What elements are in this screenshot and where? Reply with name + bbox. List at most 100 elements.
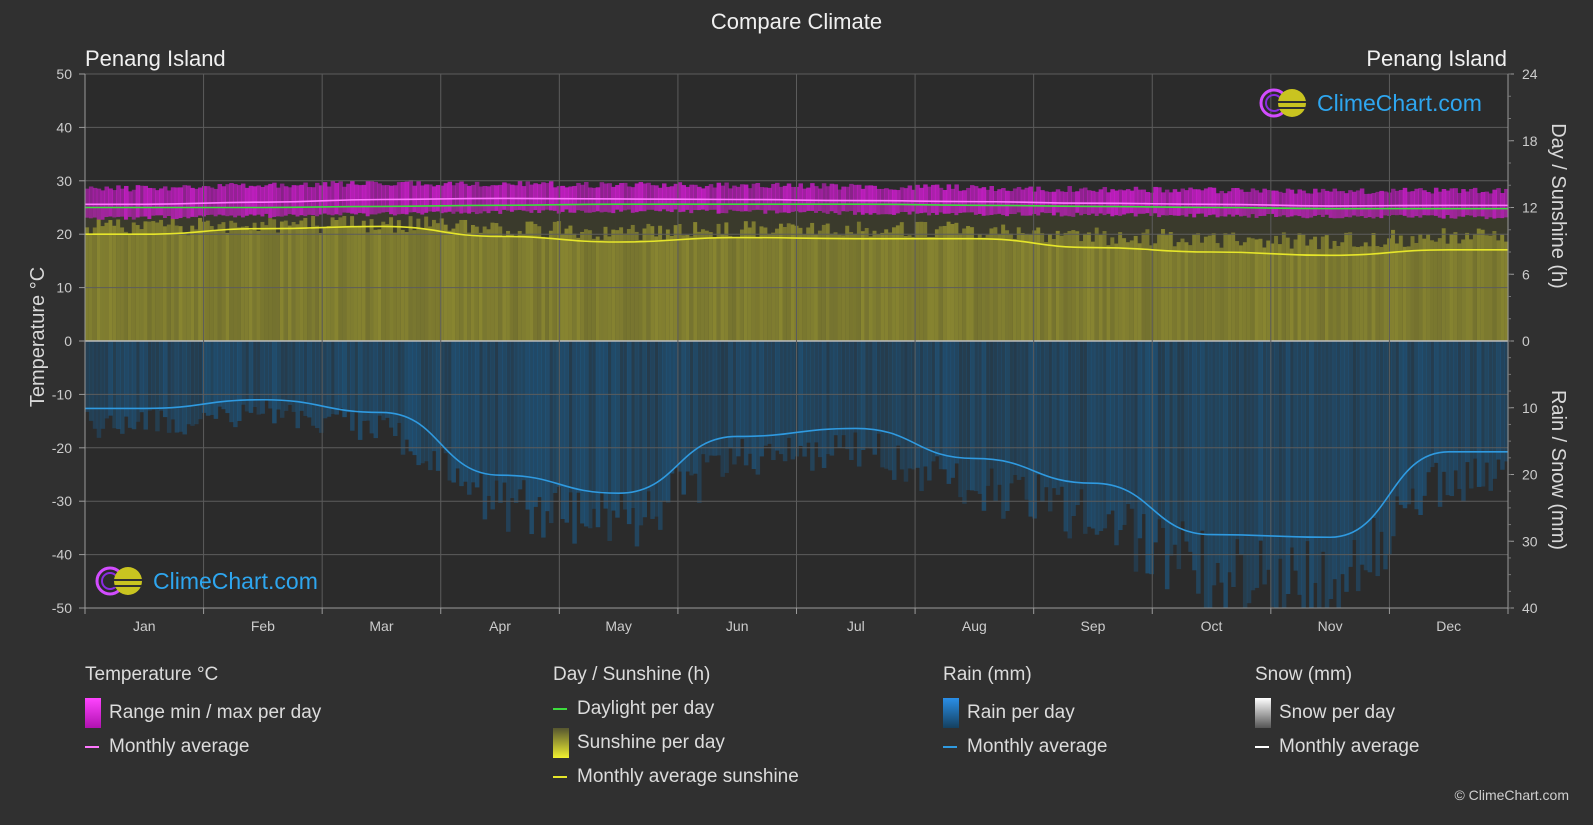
rain-bar [1125, 341, 1131, 505]
legend-sunshine-title: Day / Sunshine (h) [553, 664, 711, 685]
sunshine-bar [174, 225, 180, 341]
rain-bar [1133, 341, 1139, 572]
sunshine-bar [915, 221, 920, 341]
rain-bar [1055, 341, 1061, 495]
sunshine-bar [116, 219, 121, 341]
temp-range-bar [1016, 186, 1022, 213]
sunshine-bar [486, 229, 492, 341]
temp-range-bar [478, 186, 484, 214]
sunshine-bar [1184, 242, 1189, 341]
sunshine-bar [1051, 238, 1057, 341]
sunshine-bar [1480, 229, 1486, 341]
rain-bar [521, 341, 527, 481]
temp-range-bar [1375, 191, 1380, 217]
rain-bar [283, 341, 289, 411]
temp-range-bar [299, 184, 304, 216]
sunshine-bar [385, 224, 390, 341]
sunshine-bar [763, 227, 768, 341]
temp-range-bar [954, 184, 959, 216]
temp-range-bar [989, 185, 994, 215]
sunshine-bar [478, 232, 484, 341]
temp-range-bar [233, 184, 238, 218]
rain-bar [821, 341, 827, 468]
rain-bar [404, 341, 410, 440]
rain-bar [1196, 341, 1201, 594]
sunshine-bar [607, 236, 612, 341]
temp-range-bar [973, 186, 979, 215]
temp-range-bar [373, 181, 378, 215]
temp-range-bar [377, 183, 382, 214]
sunshine-bar [482, 226, 488, 341]
rain-bar [147, 341, 152, 411]
sunshine-bar [708, 232, 714, 341]
sunshine-bar [1371, 233, 1377, 341]
rain-bar [1083, 341, 1088, 534]
location-left: Penang Island [85, 46, 226, 71]
rain-bar [1161, 341, 1166, 528]
temp-range-bar [591, 187, 597, 213]
temp-range-bar [626, 186, 632, 210]
temp-range-bar [1083, 187, 1088, 214]
sunshine-bar [856, 221, 862, 341]
temp-range-bar [673, 183, 679, 210]
temp-range-bar [743, 184, 749, 212]
sunshine-bar [1469, 239, 1474, 341]
sunshine-bar [669, 235, 675, 341]
month-label: Dec [1436, 618, 1461, 634]
month-label: Sep [1080, 618, 1105, 634]
rain-bar [833, 341, 839, 436]
sunshine-bar [272, 219, 277, 341]
rain-bar [1153, 341, 1158, 543]
temp-range-bar [283, 186, 289, 216]
month-label: Apr [489, 618, 511, 634]
sunshine-bar [576, 237, 581, 341]
temp-range-bar [946, 184, 952, 214]
sunshine-bar [907, 235, 913, 341]
sunshine-bar [1114, 243, 1119, 341]
temp-range-bar [506, 183, 511, 211]
sunshine-bar [880, 232, 885, 341]
rain-bar [299, 341, 304, 411]
rain-bar [755, 341, 761, 475]
temp-range-bar [533, 183, 538, 211]
right-tick-label-sunshine: 6 [1522, 266, 1530, 282]
rain-bar [1313, 341, 1318, 583]
sunshine-bar [1106, 245, 1111, 341]
rain-bar [1430, 341, 1435, 468]
sunshine-bar [759, 226, 764, 341]
temp-range-bar [1352, 191, 1357, 216]
rain-bar [775, 341, 780, 451]
sunshine-bar [1430, 240, 1435, 341]
sunshine-bar [1441, 228, 1447, 341]
rain-bar [584, 341, 589, 527]
temp-range-bar [1406, 191, 1412, 218]
rain-bar [178, 341, 184, 432]
sunshine-bar [431, 219, 437, 341]
watermark-top: ClimeChart.com [1259, 87, 1482, 119]
rain-bar [174, 341, 180, 433]
rain-bar [1203, 341, 1209, 608]
sunshine-bar [104, 222, 109, 341]
daylight-swatch [553, 708, 567, 710]
sunshine-bar [1016, 227, 1022, 341]
rain-bar [525, 341, 531, 510]
sunshine-bar [1122, 238, 1127, 341]
temp-range-bar [1250, 188, 1256, 215]
sunshine-bar [162, 226, 168, 341]
sunshine-bar [404, 232, 410, 341]
temp-range-bar [1141, 189, 1147, 214]
temp-range-bar [1036, 186, 1041, 216]
rain-bar [626, 341, 632, 525]
rain-bar [693, 341, 698, 474]
temp-range-bar [1129, 190, 1135, 214]
temp-range-bar [568, 186, 573, 213]
sunshine-bar [1476, 228, 1482, 341]
temp-range-bar [860, 188, 866, 215]
temp-range-bar [350, 180, 355, 214]
sunshine-bar [1246, 237, 1252, 341]
rain-bar [736, 341, 741, 457]
sunshine-bar [1375, 246, 1380, 341]
left-tick-label: 0 [64, 333, 72, 349]
rain-bar [1114, 341, 1119, 546]
temp-range-bar [322, 182, 328, 214]
